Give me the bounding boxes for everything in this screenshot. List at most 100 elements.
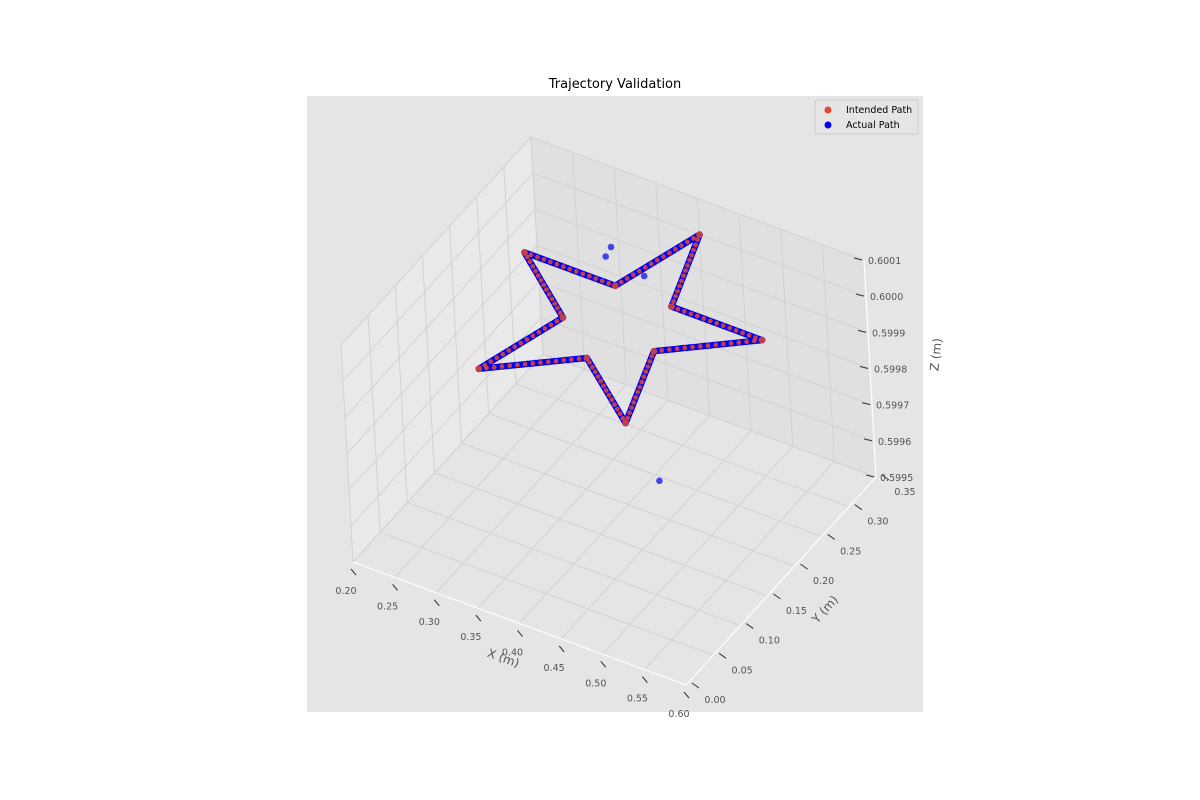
intended-path-point	[499, 364, 505, 369]
x-tick-label: 0.45	[544, 663, 565, 674]
intended-path-point	[484, 365, 489, 371]
z-tick-label: 0.5999	[872, 328, 905, 339]
intended-path-point	[609, 397, 615, 403]
intended-path-point	[555, 305, 560, 311]
z-tick-label: 0.5995	[880, 473, 913, 484]
x-tick-label: 0.35	[460, 632, 481, 643]
intended-path-vertex	[758, 336, 766, 344]
intended-path-point	[536, 329, 542, 335]
x-tick	[558, 645, 565, 653]
intended-path-point	[500, 351, 506, 357]
intended-path-point	[507, 363, 513, 369]
intended-path-vertex	[650, 347, 658, 355]
x-tick	[600, 660, 607, 668]
intended-path-point	[673, 293, 678, 299]
intended-path-point	[587, 360, 592, 365]
x-tick-label: 0.40	[502, 648, 523, 659]
intended-path-point	[674, 346, 680, 352]
intended-path-point	[637, 384, 643, 390]
intended-path-point	[488, 359, 494, 364]
intended-path-point	[546, 291, 552, 297]
intended-path-point	[701, 316, 707, 321]
y-tick-label: 0.10	[759, 636, 780, 647]
x-tick	[433, 599, 440, 607]
intended-path-point	[625, 415, 630, 421]
intended-path-point	[645, 364, 651, 369]
intended-path-point	[679, 278, 684, 284]
intended-path-point	[746, 332, 752, 338]
x-tick	[392, 584, 399, 591]
intended-path-vertex	[611, 282, 619, 290]
intended-path-point	[548, 259, 553, 265]
intended-path-point	[636, 268, 642, 274]
actual-path-outlier	[656, 477, 663, 485]
grid-x-floor	[435, 384, 627, 594]
intended-path-point	[682, 309, 687, 314]
intended-path-point	[491, 364, 497, 370]
x-tick-label: 0.30	[419, 617, 440, 628]
intended-path-point	[713, 342, 719, 348]
intended-path-point	[569, 357, 574, 362]
intended-path-point	[617, 411, 623, 417]
intended-path-point	[695, 237, 700, 243]
intended-path-point	[548, 322, 554, 328]
x-tick	[475, 614, 482, 622]
y-tick	[854, 504, 863, 511]
grid-x-floor	[394, 369, 585, 578]
intended-path-point	[629, 405, 635, 410]
intended-path-point	[530, 264, 536, 269]
intended-path-point	[682, 345, 688, 351]
intended-path-vertex	[668, 303, 675, 310]
y-axis-line	[685, 476, 877, 686]
grid-x-floor	[644, 461, 835, 670]
z-tick	[863, 438, 873, 442]
intended-path-point	[606, 392, 612, 398]
grid-y-floor	[488, 412, 822, 537]
y-tick	[745, 623, 754, 629]
grid-y-floor	[515, 383, 850, 508]
intended-path-point	[685, 239, 690, 245]
z-tick-label: 0.6001	[868, 256, 901, 267]
intended-path-point	[675, 288, 680, 294]
intended-path-point	[647, 359, 653, 364]
intended-path-point	[612, 402, 617, 407]
legend-marker-intended	[824, 106, 832, 114]
grid-x-floor	[519, 415, 710, 624]
intended-path-point	[687, 257, 692, 263]
intended-path-point	[727, 325, 733, 331]
intended-path-point	[677, 283, 682, 289]
intended-path-point	[671, 299, 676, 304]
intended-path-point	[614, 406, 620, 412]
intended-path-point	[685, 263, 690, 268]
z-tick	[857, 329, 867, 333]
intended-path-point	[639, 379, 645, 385]
x-tick	[683, 691, 690, 699]
grid-z-back	[536, 245, 871, 369]
grid-x-floor	[477, 399, 669, 609]
intended-path-vertex	[475, 365, 483, 373]
z-tick	[853, 257, 863, 261]
intended-path-point	[535, 254, 540, 260]
intended-path-vertex	[622, 419, 629, 427]
grid-z-left	[352, 353, 544, 563]
intended-path-point	[630, 272, 636, 278]
grid-z-back	[530, 136, 865, 261]
intended-path-point	[688, 311, 694, 317]
grid-lines	[340, 136, 877, 686]
intended-path-point	[541, 282, 547, 288]
intended-path-point	[618, 279, 624, 285]
intended-path-point	[691, 247, 696, 253]
legend-marker-actual	[824, 121, 832, 129]
intended-path-point	[541, 257, 547, 262]
grid-z-back	[534, 208, 869, 333]
intended-path-point	[753, 335, 758, 341]
intended-path-point	[553, 358, 559, 364]
intended-path-point	[627, 410, 632, 416]
y-tick	[773, 593, 781, 600]
y-tick-label: 0.15	[786, 606, 807, 617]
z-tick	[855, 293, 865, 297]
intended-path-point	[667, 250, 672, 256]
intended-path-point	[586, 273, 592, 279]
intended-path-point	[552, 301, 558, 306]
